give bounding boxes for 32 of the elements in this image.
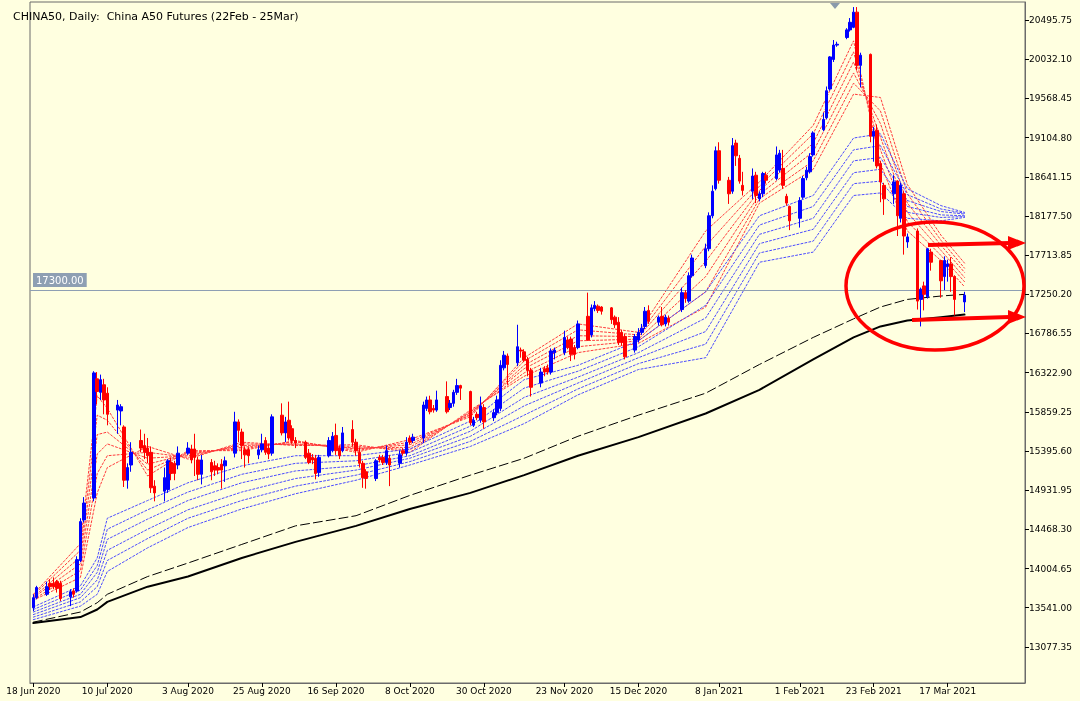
x-tick-label: 25 Aug 2020 (233, 685, 292, 696)
y-tick-label: 17713.85 (1029, 250, 1072, 261)
x-tick-label: 3 Aug 2020 (162, 685, 215, 696)
x-tick-label: 18 Jun 2020 (6, 685, 61, 696)
y-tick-label: 19568.45 (1029, 93, 1072, 104)
x-tick-label: 8 Oct 2020 (384, 685, 436, 696)
y-tick-label: 17250.20 (1029, 289, 1073, 300)
x-tick-label: 1 Feb 2021 (774, 685, 825, 696)
y-tick-label: 20495.75 (1029, 15, 1072, 26)
y-tick-label: 18177.50 (1029, 210, 1073, 221)
y-tick-label: 14931.95 (1029, 485, 1072, 496)
y-tick-label: 13077.35 (1029, 641, 1072, 652)
y-tick-label: 16322.90 (1029, 367, 1073, 378)
y-tick-label: 14004.65 (1029, 563, 1072, 574)
ref-line-label: 17300.00 (36, 274, 84, 286)
y-tick-label: 13541.00 (1029, 602, 1073, 613)
x-tick-label: 15 Dec 2020 (609, 685, 668, 696)
y-tick-label: 15395.60 (1029, 446, 1073, 457)
y-tick-label: 19104.80 (1029, 132, 1073, 143)
y-tick-label: 18641.15 (1029, 171, 1072, 182)
x-tick-label: 23 Feb 2021 (845, 685, 902, 696)
y-tick-label: 15859.25 (1029, 406, 1072, 417)
x-tick-label: 10 Jul 2020 (81, 685, 134, 696)
x-tick-label: 16 Sep 2020 (307, 685, 365, 696)
x-tick-label: 17 Mar 2021 (919, 685, 977, 696)
y-tick-label: 14468.30 (1029, 524, 1073, 535)
y-tick-label: 16786.55 (1029, 328, 1072, 339)
x-tick-label: 8 Jan 2021 (694, 685, 744, 696)
x-tick-label: 30 Oct 2020 (455, 685, 512, 696)
y-tick-label: 20032.10 (1029, 54, 1073, 65)
x-tick-label: 23 Nov 2020 (535, 685, 594, 696)
text: CHINA50, Daily: China A50 Futures (22Feb - 25Mar) (13, 10, 299, 23)
